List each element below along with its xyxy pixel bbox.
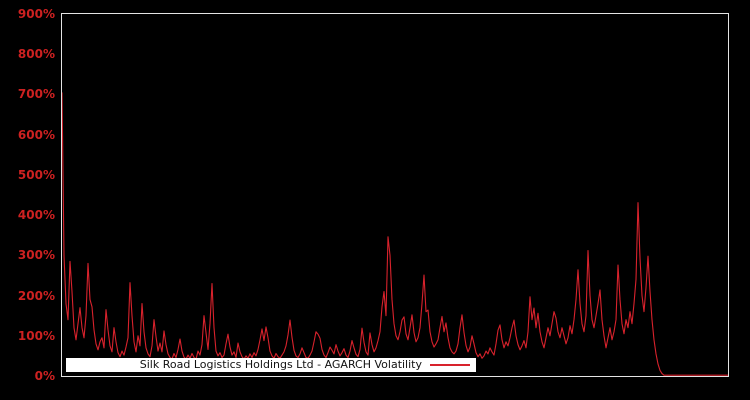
y-axis-tick-label: 0% <box>34 369 55 383</box>
legend-label: Silk Road Logistics Holdings Ltd - AGARC… <box>139 358 422 371</box>
plot-frame <box>61 13 729 377</box>
y-axis-tick-label: 400% <box>17 208 55 223</box>
y-axis-tick-label: 100% <box>17 328 55 343</box>
y-axis-tick-label: 600% <box>17 127 55 142</box>
y-axis-tick-label: 900% <box>17 7 55 21</box>
y-axis-tick-label: 200% <box>17 288 55 303</box>
legend: Silk Road Logistics Holdings Ltd - AGARC… <box>66 358 476 372</box>
y-axis-tick-label: 800% <box>17 47 55 62</box>
plot-area <box>62 92 728 376</box>
legend-line-sample-icon <box>430 364 470 366</box>
y-axis-tick-label: 700% <box>17 87 55 102</box>
y-axis-tick-label: 500% <box>17 167 55 182</box>
y-axis-tick-label: 300% <box>17 248 55 263</box>
volatility-line-series <box>62 92 728 376</box>
